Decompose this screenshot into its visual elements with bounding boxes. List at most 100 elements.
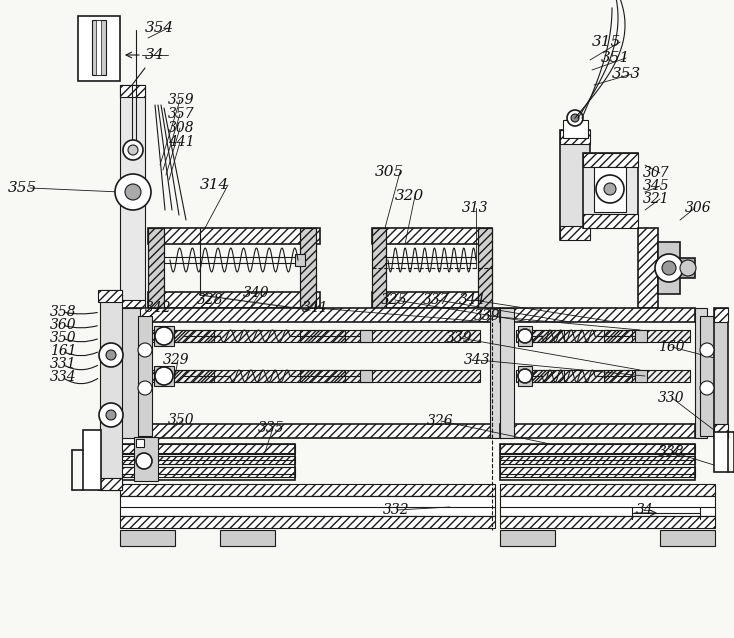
Bar xyxy=(490,308,502,438)
Bar xyxy=(500,424,695,438)
Bar xyxy=(148,292,320,308)
Bar xyxy=(120,530,175,546)
Bar xyxy=(500,467,695,477)
Bar xyxy=(120,300,145,313)
Circle shape xyxy=(571,114,579,122)
Bar xyxy=(92,20,106,75)
Text: 441: 441 xyxy=(168,135,195,149)
Bar xyxy=(680,258,695,278)
Circle shape xyxy=(700,343,714,357)
Bar xyxy=(583,153,638,167)
Text: 345: 345 xyxy=(643,179,669,193)
Bar xyxy=(120,516,495,528)
Bar xyxy=(518,366,532,386)
Bar xyxy=(563,120,588,138)
Text: 321: 321 xyxy=(643,192,669,206)
Bar xyxy=(560,130,590,144)
Bar xyxy=(500,308,514,438)
Circle shape xyxy=(136,453,152,469)
Circle shape xyxy=(125,184,141,200)
Bar xyxy=(560,130,590,240)
Text: 160: 160 xyxy=(658,340,685,354)
Text: 351: 351 xyxy=(601,51,631,65)
Text: 341: 341 xyxy=(302,301,329,315)
Text: 314: 314 xyxy=(200,178,229,192)
Circle shape xyxy=(155,327,173,345)
Text: 313: 313 xyxy=(462,201,489,215)
Bar xyxy=(604,330,632,342)
Bar xyxy=(560,226,590,240)
Bar xyxy=(96,20,101,75)
Text: 315: 315 xyxy=(592,35,621,49)
Bar xyxy=(372,228,386,308)
Bar xyxy=(120,424,500,438)
Bar xyxy=(98,478,122,490)
Bar xyxy=(500,496,715,516)
Bar xyxy=(120,444,295,480)
Bar xyxy=(140,330,480,342)
Bar xyxy=(120,484,495,496)
Bar xyxy=(360,370,372,382)
Bar xyxy=(583,153,638,228)
Circle shape xyxy=(604,183,616,195)
Text: 358: 358 xyxy=(50,305,76,319)
Bar xyxy=(500,456,695,464)
Circle shape xyxy=(138,381,152,395)
Circle shape xyxy=(128,145,138,155)
Text: 332: 332 xyxy=(383,503,410,517)
Bar xyxy=(98,290,122,302)
Bar xyxy=(360,330,372,342)
Text: 350: 350 xyxy=(50,331,76,345)
Bar xyxy=(500,484,715,496)
Bar xyxy=(120,308,140,438)
Text: 334: 334 xyxy=(50,370,76,384)
Bar xyxy=(100,290,122,490)
Text: 339: 339 xyxy=(446,331,473,345)
Bar xyxy=(372,228,386,308)
Text: 34: 34 xyxy=(145,48,164,62)
Bar xyxy=(700,316,714,436)
Circle shape xyxy=(155,367,173,385)
Bar xyxy=(532,370,564,382)
Bar xyxy=(174,330,214,342)
Text: 308: 308 xyxy=(168,121,195,135)
Bar xyxy=(220,530,275,546)
Circle shape xyxy=(662,261,676,275)
Circle shape xyxy=(123,140,143,160)
Bar xyxy=(120,85,145,97)
Text: 350: 350 xyxy=(168,413,195,427)
Bar xyxy=(500,530,555,546)
Bar xyxy=(148,228,320,244)
Text: 305: 305 xyxy=(375,165,404,179)
Text: 338: 338 xyxy=(658,445,685,459)
Bar xyxy=(148,228,164,308)
Text: 340: 340 xyxy=(243,286,269,300)
Bar xyxy=(300,330,345,342)
Text: 337: 337 xyxy=(423,293,450,307)
Text: 354: 354 xyxy=(145,21,174,35)
Bar xyxy=(500,516,715,528)
Bar xyxy=(500,308,695,322)
Bar xyxy=(83,430,101,490)
Circle shape xyxy=(99,403,123,427)
Bar xyxy=(138,316,152,436)
Text: 161: 161 xyxy=(50,344,76,358)
Bar xyxy=(658,242,680,294)
Text: 329: 329 xyxy=(163,353,189,367)
Text: 360: 360 xyxy=(50,318,76,332)
Bar xyxy=(78,16,120,81)
Bar xyxy=(714,308,728,438)
Circle shape xyxy=(700,381,714,395)
Bar xyxy=(583,214,638,228)
Bar xyxy=(516,330,690,342)
Bar xyxy=(120,85,145,313)
Bar xyxy=(518,326,532,346)
Bar xyxy=(120,467,295,477)
Bar xyxy=(500,444,695,480)
Bar xyxy=(478,228,492,308)
Bar xyxy=(300,370,345,382)
Circle shape xyxy=(567,110,583,126)
Bar xyxy=(148,228,164,308)
Bar xyxy=(714,424,728,438)
Text: 343: 343 xyxy=(464,353,490,367)
